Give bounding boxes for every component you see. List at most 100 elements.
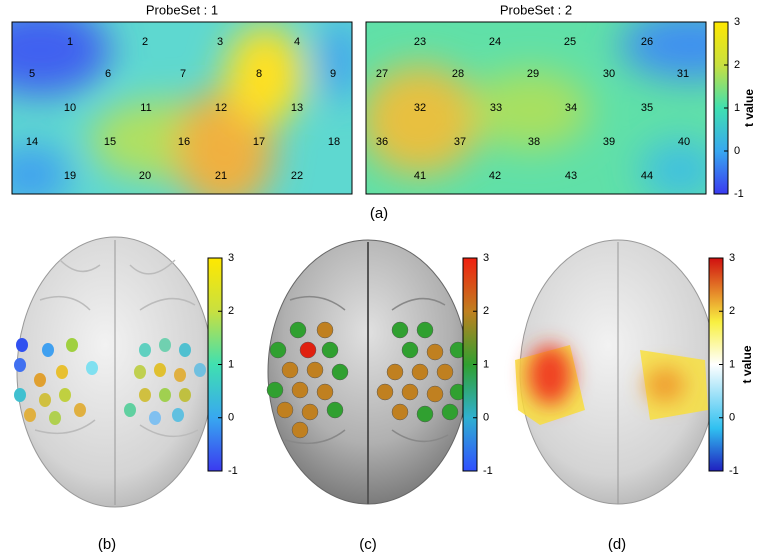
tick-label: -1 xyxy=(483,465,493,477)
tick-label: 3 xyxy=(734,16,740,28)
tick-label: 3 xyxy=(228,252,234,264)
probe-dot xyxy=(331,363,349,381)
probe-label: 2 xyxy=(142,36,148,48)
map-title: ProbeSet : 2 xyxy=(500,2,572,17)
probe-dot xyxy=(281,361,299,379)
probe-dot xyxy=(316,383,334,401)
probe-label: 44 xyxy=(641,170,653,182)
probe-label: 22 xyxy=(291,170,303,182)
probe-dot xyxy=(34,373,46,387)
tick-label: -1 xyxy=(729,465,739,477)
probe-dot xyxy=(66,338,78,352)
probe-label: 42 xyxy=(489,170,501,182)
probe-dot xyxy=(14,388,26,402)
caption: (c) xyxy=(359,536,377,553)
caption: (d) xyxy=(608,536,626,553)
probe-dot xyxy=(276,401,294,419)
probe-dot xyxy=(179,343,191,357)
probe-label: 23 xyxy=(414,36,426,48)
probe-label: 14 xyxy=(26,136,38,148)
probe-dot xyxy=(74,403,86,417)
tick-label: 3 xyxy=(729,252,735,264)
probe-dot xyxy=(391,321,409,339)
probe-dot xyxy=(326,401,344,419)
probe-dot xyxy=(401,341,419,359)
probe-dot xyxy=(149,411,161,425)
probe-dot xyxy=(401,383,419,401)
probe-dot xyxy=(124,403,136,417)
probe-dot xyxy=(59,388,71,402)
probe-label: 36 xyxy=(376,136,388,148)
probe-label: 8 xyxy=(256,68,262,80)
probe-dot xyxy=(316,321,334,339)
tick-label: 2 xyxy=(729,305,735,317)
probe-label: 13 xyxy=(291,102,303,114)
probe-label: 26 xyxy=(641,36,653,48)
probe-dot xyxy=(291,381,309,399)
probe-dot xyxy=(39,393,51,407)
probe-dot xyxy=(411,363,429,381)
probe-dot xyxy=(386,363,404,381)
caption: (a) xyxy=(370,205,388,222)
probe-label: 20 xyxy=(139,170,151,182)
probe-dot xyxy=(306,361,324,379)
probe-label: 30 xyxy=(603,68,615,80)
tick-label: 1 xyxy=(483,358,489,370)
caption: (b) xyxy=(98,536,116,553)
probe-label: 33 xyxy=(490,102,502,114)
probe-label: 31 xyxy=(677,68,689,80)
probe-label: 37 xyxy=(454,136,466,148)
probe-label: 28 xyxy=(452,68,464,80)
probe-label: 15 xyxy=(104,136,116,148)
tick-label: 0 xyxy=(228,412,234,424)
probe-dot xyxy=(42,343,54,357)
probe-label: 35 xyxy=(641,102,653,114)
probe-label: 27 xyxy=(376,68,388,80)
probe-dot xyxy=(289,321,307,339)
probe-label: 9 xyxy=(330,68,336,80)
probe-dot xyxy=(416,321,434,339)
probe-label: 25 xyxy=(564,36,576,48)
brain-d xyxy=(515,239,717,505)
probe-label: 1 xyxy=(67,36,73,48)
probe-label: 3 xyxy=(217,36,223,48)
probe-label: 43 xyxy=(565,170,577,182)
probe-label: 10 xyxy=(64,102,76,114)
probe-dot xyxy=(269,341,287,359)
probe-label: 5 xyxy=(29,68,35,80)
probe-label: 6 xyxy=(105,68,111,80)
probe-dot xyxy=(14,358,26,372)
tick-label: 0 xyxy=(483,412,489,424)
probe-dot xyxy=(266,381,284,399)
tick-label: -1 xyxy=(228,465,238,477)
probe-label: 40 xyxy=(678,136,690,148)
probe-dot xyxy=(441,403,459,421)
heatmap-1 xyxy=(12,22,352,194)
probe-label: 39 xyxy=(603,136,615,148)
probe-dot xyxy=(24,408,36,422)
probe-dot xyxy=(391,403,409,421)
probe-label: 4 xyxy=(294,36,300,48)
tick-label: 2 xyxy=(734,59,740,71)
probe-label: 38 xyxy=(528,136,540,148)
probe-dot xyxy=(159,338,171,352)
colorbar-label: t value xyxy=(740,345,754,383)
probe-label: 11 xyxy=(140,102,151,114)
probe-dot xyxy=(159,388,171,402)
tick-label: 0 xyxy=(729,412,735,424)
probe-dot xyxy=(154,363,166,377)
probe-dot xyxy=(194,363,206,377)
probe-dot xyxy=(174,368,186,382)
probe-dot xyxy=(301,403,319,421)
probe-dot xyxy=(299,341,317,359)
probe-label: 16 xyxy=(178,136,190,148)
tick-label: 3 xyxy=(483,252,489,264)
probe-dot xyxy=(139,343,151,357)
probe-dot xyxy=(86,361,98,375)
tick-label: 1 xyxy=(734,102,740,114)
probe-dot xyxy=(179,388,191,402)
probe-dot xyxy=(376,383,394,401)
tick-label: 1 xyxy=(228,358,234,370)
tick-label: 1 xyxy=(729,358,735,370)
